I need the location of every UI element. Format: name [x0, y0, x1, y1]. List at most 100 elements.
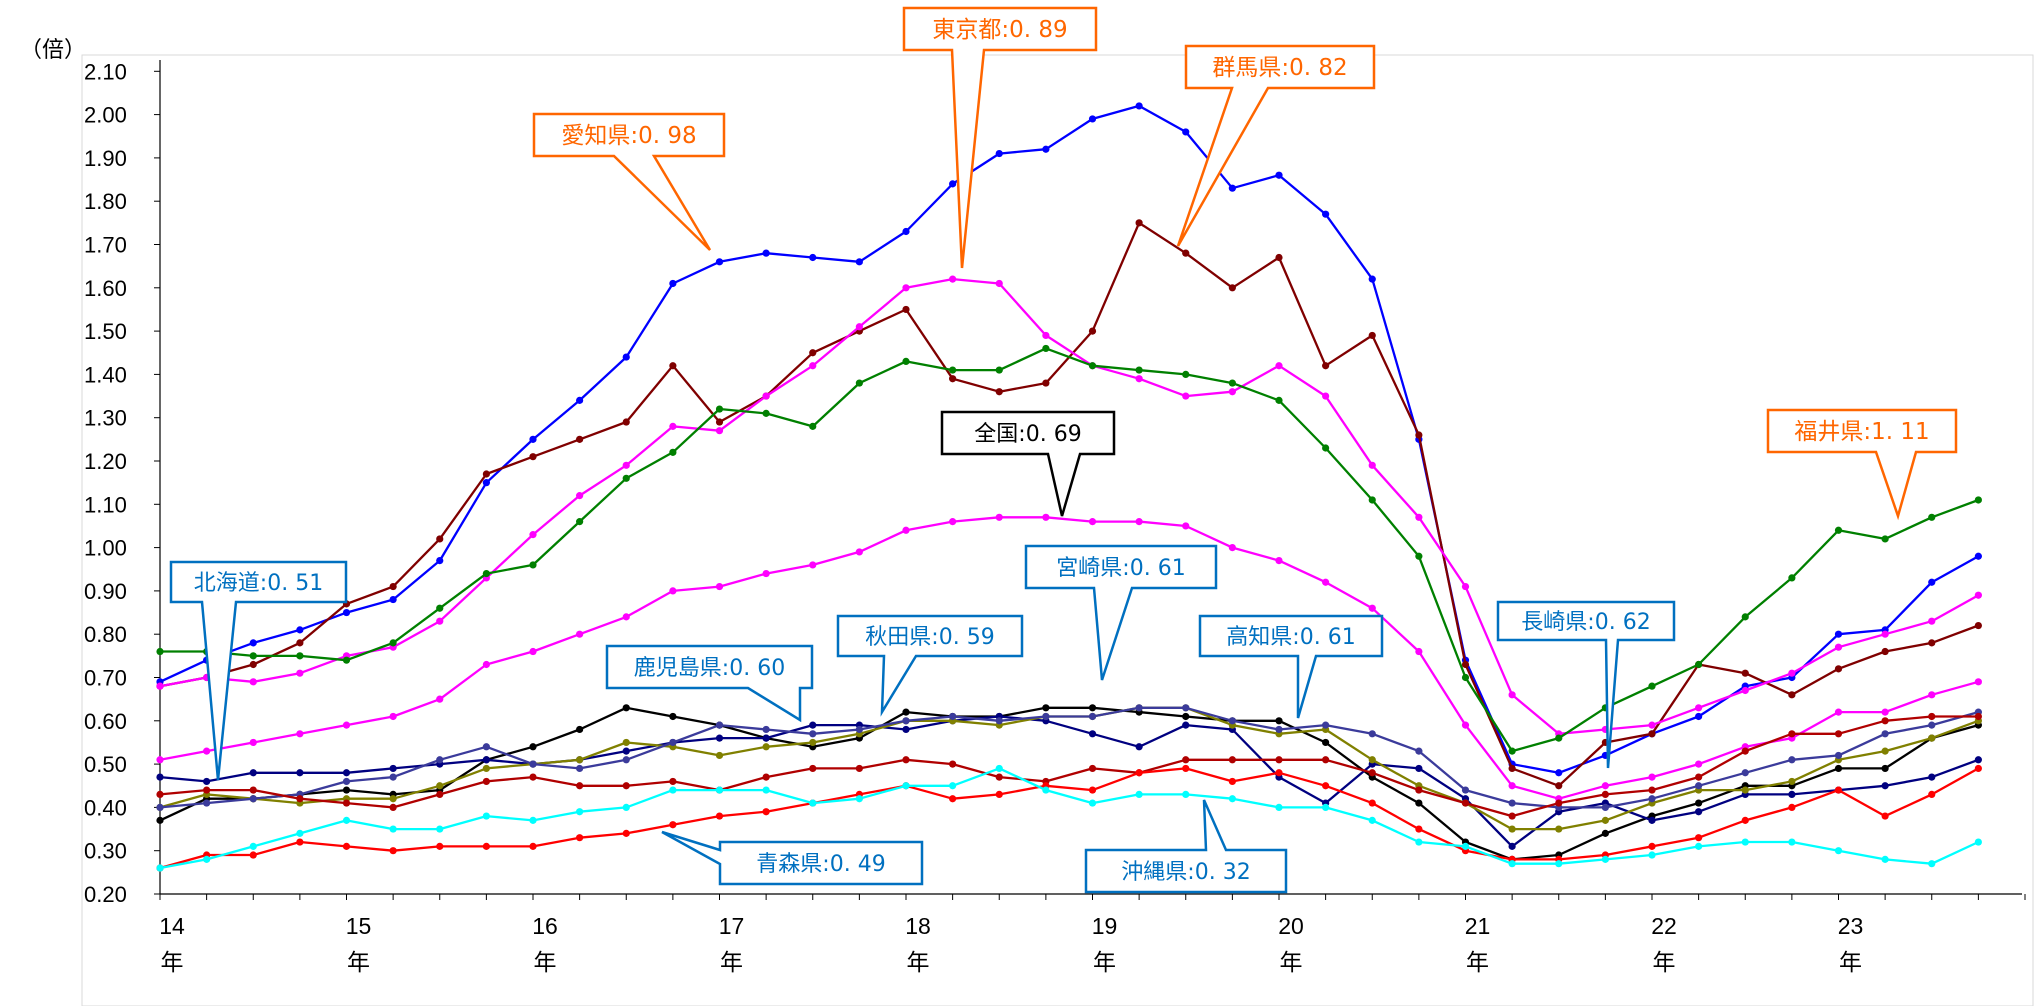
- data-point: [1974, 678, 1982, 686]
- series-line: [159, 715, 1979, 848]
- data-point: [1834, 764, 1843, 773]
- data-point: [1228, 717, 1236, 725]
- callout-label: 群馬県:0. 82: [1212, 55, 1347, 81]
- data-point: [1461, 799, 1470, 807]
- data-point: [1741, 786, 1749, 794]
- data-point: [1881, 747, 1889, 755]
- data-point: [249, 851, 257, 859]
- data-point: [1275, 253, 1283, 262]
- data-point: [296, 652, 304, 660]
- data-point: [995, 717, 1003, 725]
- data-point: [1042, 786, 1050, 794]
- data-point: [855, 764, 863, 773]
- data-point: [1415, 786, 1423, 794]
- data-point: [482, 743, 490, 751]
- data-point: [995, 388, 1003, 396]
- x-tick-label-year: 16: [532, 913, 558, 939]
- data-point: [249, 786, 257, 794]
- data-point: [576, 518, 584, 526]
- data-point: [156, 790, 164, 799]
- data-point: [809, 799, 817, 807]
- data-point: [1461, 721, 1470, 729]
- data-point: [203, 777, 211, 786]
- data-point: [1928, 860, 1936, 868]
- data-point: [249, 652, 257, 660]
- data-point: [1182, 721, 1190, 729]
- data-point: [389, 595, 397, 604]
- y-tick-label: 1.50: [84, 319, 127, 344]
- y-tick-label: 2.10: [84, 59, 127, 84]
- data-point: [1275, 725, 1283, 734]
- data-point: [622, 461, 630, 469]
- data-point: [436, 556, 444, 565]
- callout: 東京都:0. 89: [902, 6, 1098, 269]
- data-point: [669, 821, 677, 829]
- data-point: [1788, 669, 1796, 677]
- data-point: [529, 453, 537, 461]
- x-tick-label-suffix: 年: [1653, 949, 1676, 975]
- data-point: [249, 738, 257, 747]
- data-point: [809, 422, 817, 430]
- data-point: [482, 756, 490, 764]
- data-point: [1928, 734, 1936, 742]
- data-point: [1788, 756, 1796, 764]
- x-tick-label-suffix: 年: [1839, 949, 1862, 975]
- data-point: [1322, 362, 1330, 370]
- data-point: [669, 786, 677, 794]
- data-point: [342, 769, 351, 777]
- x-tick-label-year: 20: [1278, 913, 1304, 939]
- callout-box: [940, 410, 1116, 517]
- data-point: [949, 180, 957, 188]
- data-point: [1042, 704, 1050, 712]
- data-point: [529, 435, 537, 443]
- data-point: [1741, 769, 1749, 777]
- data-point: [715, 582, 724, 591]
- data-point: [576, 435, 584, 443]
- data-point: [949, 712, 957, 721]
- data-point: [762, 409, 770, 417]
- data-point: [1461, 786, 1470, 794]
- y-tick-label: 1.10: [84, 492, 127, 517]
- data-point: [1834, 708, 1843, 716]
- data-point: [529, 816, 537, 824]
- data-point: [1322, 210, 1330, 218]
- callout-box: [1084, 799, 1288, 894]
- data-point: [809, 721, 817, 729]
- data-point: [529, 647, 537, 656]
- data-point: [482, 479, 490, 487]
- data-point: [1368, 461, 1376, 469]
- data-point: [296, 795, 304, 803]
- y-tick-label: 0.50: [84, 752, 127, 777]
- data-point: [1088, 518, 1097, 526]
- data-point: [1088, 115, 1097, 123]
- data-point: [1182, 764, 1190, 773]
- data-point: [1648, 795, 1656, 803]
- data-point: [482, 470, 490, 478]
- data-point: [389, 847, 397, 855]
- data-point: [1881, 647, 1889, 656]
- data-point: [342, 721, 351, 729]
- data-point: [1508, 799, 1516, 807]
- data-point: [1368, 816, 1376, 824]
- series-line: [159, 706, 1979, 861]
- data-point: [1881, 708, 1889, 716]
- x-tick-label-suffix: 年: [534, 949, 557, 975]
- data-point: [1695, 842, 1703, 850]
- data-point: [949, 760, 957, 768]
- y-tick-label: 1.30: [84, 406, 127, 431]
- series-line: [159, 767, 1979, 870]
- callout-box: [902, 6, 1098, 269]
- data-point: [902, 756, 910, 764]
- callout-label: 青森県:0. 49: [756, 852, 885, 877]
- callout-label: 沖縄県:0. 32: [1121, 860, 1250, 885]
- data-point: [296, 669, 304, 677]
- data-point: [669, 279, 677, 288]
- x-tick-label-year: 15: [346, 913, 372, 939]
- data-point: [296, 829, 304, 837]
- data-point: [1228, 777, 1236, 786]
- x-tick-label-year: 23: [1838, 913, 1864, 939]
- data-point: [529, 760, 537, 768]
- data-point: [622, 704, 630, 712]
- callout-box: [1024, 544, 1218, 681]
- data-point: [1788, 691, 1796, 699]
